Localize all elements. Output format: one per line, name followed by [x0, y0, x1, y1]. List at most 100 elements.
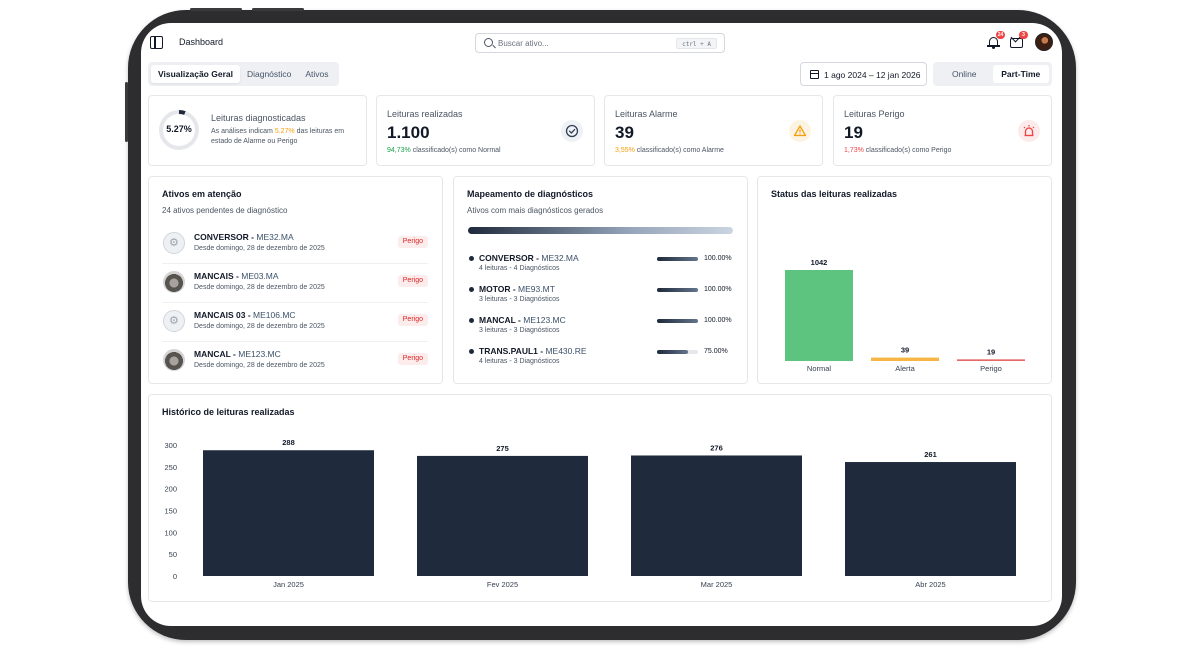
diagnosed-progress-ring: 5.27%	[159, 110, 199, 150]
y-tick-label: 250	[164, 463, 177, 472]
list-item[interactable]: ⚙ CONVERSOR - ME32.MA Desde domingo, 28 …	[162, 226, 428, 264]
status-chart-title: Status das leituras realizadas	[771, 189, 898, 199]
kpi-value: 1.100	[387, 123, 430, 142]
tab-ativos[interactable]: Ativos	[305, 69, 329, 79]
mapping-subtitle: Ativos com mais diagnósticos gerados	[467, 206, 604, 215]
mode-online[interactable]: Online	[951, 69, 977, 79]
kpi-card-alarme: Leituras Alarme 39 3,55% classificado(s)…	[604, 95, 823, 166]
status-category-label: Perigo	[980, 364, 1002, 373]
device-button-side	[125, 82, 128, 142]
mapping-progress	[657, 350, 698, 354]
status-chart-card: Status das leituras realizadas 1042 Norma…	[757, 176, 1052, 384]
device-button-top	[252, 8, 304, 11]
list-item[interactable]: MANCAIS - ME03.MA Desde domingo, 28 de d…	[162, 265, 428, 303]
kpi-value: 19	[844, 123, 863, 142]
y-tick-label: 100	[164, 528, 177, 537]
history-bar-chart: 300 250 200 150 100 50 0 288 Jan 2025 275 Fev 2025…	[164, 438, 1016, 589]
kpi-card-realizadas: Leituras realizadas 1.100 94,73% classif…	[376, 95, 595, 166]
status-bar-normal	[785, 270, 853, 361]
y-tick-label: 150	[164, 507, 177, 516]
asset-name: MANCAL - ME123.MC	[194, 349, 281, 359]
tab-visualizacao-geral[interactable]: Visualização Geral	[151, 65, 240, 83]
calendar-icon	[810, 70, 819, 79]
history-bar-value-label: 275	[496, 444, 509, 453]
y-tick-label: 0	[173, 572, 177, 581]
asset-name: CONVERSOR - ME32.MA	[194, 232, 294, 242]
list-item[interactable]: ⚙ MANCAIS 03 - ME106.MC Desde domingo, 2…	[162, 304, 428, 342]
mapping-percent: 100.00%	[704, 317, 732, 324]
history-bar	[203, 450, 374, 576]
mapping-title: Mapeamento de diagnósticos	[467, 189, 594, 199]
list-item[interactable]: MANCAL - ME123.MC 3 leituras - 3 Diagnós…	[468, 313, 734, 341]
kpi-value: 39	[615, 123, 634, 142]
y-tick-label: 200	[164, 485, 177, 494]
diagnostics-mapping-card: Mapeamento de diagnósticos Ativos com ma…	[453, 176, 748, 384]
kpi-title: Leituras realizadas	[387, 109, 463, 119]
kpi-subtitle: 3,55% classificado(s) como Alarme	[615, 147, 724, 154]
status-badge: Perigo	[397, 275, 428, 287]
gear-icon: ⚙	[163, 232, 185, 254]
asset-since: Desde domingo, 28 de dezembro de 2025	[194, 323, 325, 330]
y-tick-label: 300	[164, 441, 177, 450]
mapping-percent: 100.00%	[704, 286, 732, 293]
kpi-title: Leituras Alarme	[615, 109, 678, 119]
notifications-count-badge: 24	[996, 31, 1005, 39]
check-circle-icon	[561, 120, 583, 142]
x-tick-label: Abr 2025	[915, 580, 945, 589]
warning-triangle-icon	[789, 120, 811, 142]
device-button-top	[190, 8, 242, 11]
top-bar: Dashboard Buscar ativo... ctrl + A 24 3	[141, 23, 1062, 61]
asset-since: Desde domingo, 28 de dezembro de 2025	[194, 284, 325, 291]
diagnosed-title: Leituras diagnosticadas	[211, 113, 306, 123]
search-shortcut-hint: ctrl + A	[676, 38, 717, 49]
status-badge: Perigo	[397, 314, 428, 326]
mode-toggle: Online Part-Time	[933, 62, 1052, 86]
history-bar-value-label: 261	[924, 450, 937, 459]
notifications-bell-icon[interactable]: 24	[987, 31, 1005, 49]
messages-mail-icon[interactable]: 3	[1010, 31, 1028, 49]
attention-assets-card: Ativos em atenção 24 ativos pendentes de…	[148, 176, 443, 384]
siren-icon	[1018, 120, 1040, 142]
mapping-asset-name: TRANS.PAUL1 - ME430.RE	[479, 346, 587, 356]
status-bar-alerta	[871, 357, 939, 361]
messages-count-badge: 3	[1019, 31, 1028, 39]
x-tick-label: Fev 2025	[487, 580, 518, 589]
status-badge: Perigo	[397, 236, 428, 248]
date-range-picker[interactable]: 1 ago 2024 – 12 jan 2026	[800, 62, 927, 86]
status-bar-perigo	[957, 359, 1025, 361]
asset-since: Desde domingo, 28 de dezembro de 2025	[194, 362, 325, 369]
mapping-asset-name: MOTOR - ME93.MT	[479, 284, 555, 294]
mode-part-time[interactable]: Part-Time	[992, 65, 1049, 83]
attention-subtitle: 24 ativos pendentes de diagnóstico	[162, 206, 288, 215]
mapping-progress	[657, 319, 698, 323]
mapping-asset-sub: 4 leituras - 3 Diagnósticos	[479, 358, 560, 365]
mapping-percent: 75.00%	[704, 348, 728, 355]
status-category-label: Alerta	[895, 364, 915, 373]
kpi-card-perigo: Leituras Perigo 19 1,73% classificado(s)…	[833, 95, 1052, 166]
asset-name: MANCAIS - ME03.MA	[194, 271, 279, 281]
status-bar-value-label: 39	[901, 346, 909, 355]
mapping-asset-name: MANCAL - ME123.MC	[479, 315, 566, 325]
diagnosed-percent: 5.27%	[166, 124, 192, 134]
status-category-label: Normal	[807, 364, 832, 373]
mapping-percent: 100.00%	[704, 255, 732, 262]
history-chart-title: Histórico de leituras realizadas	[162, 407, 295, 417]
kpi-subtitle: 94,73% classificado(s) como Normal	[387, 147, 501, 154]
status-bar-value-label: 1042	[811, 258, 828, 267]
mapping-asset-sub: 4 leituras - 4 Diagnósticos	[479, 265, 560, 272]
mapping-progress	[657, 257, 698, 261]
status-badge: Perigo	[397, 353, 428, 365]
sidebar-toggle-icon[interactable]	[150, 36, 163, 49]
list-item[interactable]: CONVERSOR - ME32.MA 4 leituras - 4 Diagn…	[468, 251, 734, 279]
search-input[interactable]: Buscar ativo... ctrl + A	[475, 33, 725, 53]
screen: Dashboard Buscar ativo... ctrl + A 24 3 …	[141, 23, 1062, 626]
status-bar-value-label: 19	[987, 347, 995, 356]
mapping-asset-sub: 3 leituras - 3 Diagnósticos	[479, 327, 560, 334]
list-item[interactable]: TRANS.PAUL1 - ME430.RE 4 leituras - 3 Di…	[468, 344, 734, 372]
history-bar	[845, 462, 1016, 576]
search-placeholder: Buscar ativo...	[498, 39, 549, 48]
list-item[interactable]: MANCAL - ME123.MC Desde domingo, 28 de d…	[162, 343, 428, 381]
list-item[interactable]: MOTOR - ME93.MT 3 leituras - 3 Diagnósti…	[468, 282, 734, 310]
tab-diagnostico[interactable]: Diagnóstico	[246, 69, 292, 79]
user-avatar[interactable]	[1035, 33, 1053, 51]
